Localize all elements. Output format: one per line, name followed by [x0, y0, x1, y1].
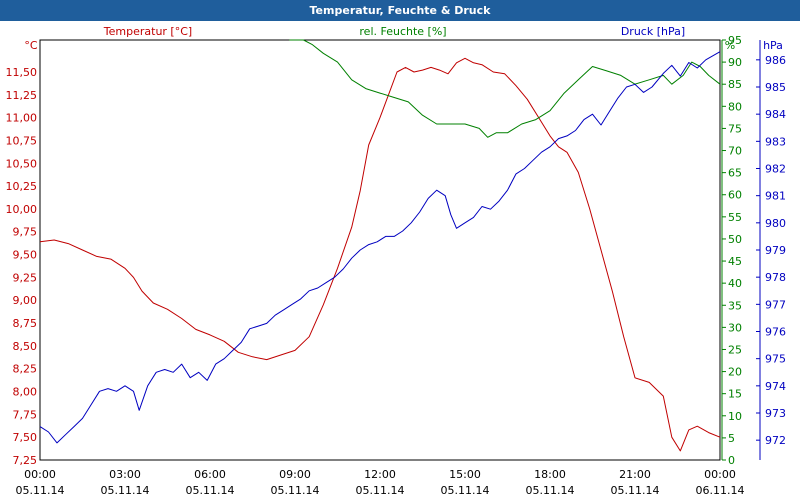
humidity-tick-label: 0 [728, 454, 735, 467]
temp-tick-label: 11,25 [6, 89, 38, 102]
humidity-tick-label: 90 [728, 56, 742, 69]
humidity-tick-label: 60 [728, 189, 742, 202]
temp-tick-label: 7,25 [13, 454, 38, 467]
humidity-tick-label: 25 [728, 343, 742, 356]
pressure-tick-label: 974 [765, 380, 786, 393]
humidity-tick-label: 40 [728, 277, 742, 290]
x-tick-date: 05.11.14 [356, 484, 405, 497]
x-tick-date: 05.11.14 [271, 484, 320, 497]
x-tick-date: 05.11.14 [441, 484, 490, 497]
temp-tick-label: 10,75 [6, 134, 38, 147]
pressure-tick-label: 984 [765, 108, 786, 121]
x-tick-date: 05.11.14 [526, 484, 575, 497]
humidity-tick-label: 95 [728, 34, 742, 47]
humidity-tick-label: 45 [728, 255, 742, 268]
x-tick-time: 18:00 [534, 468, 566, 481]
humidity-tick-label: 50 [728, 233, 742, 246]
humidity-tick-label: 10 [728, 410, 742, 423]
temp-tick-label: 9,50 [13, 249, 38, 262]
temp-tick-label: 9,00 [13, 294, 38, 307]
series-line-humidity [289, 39, 721, 138]
chart-title: Temperatur, Feuchte & Druck [0, 0, 800, 21]
pressure-tick-label: 985 [765, 81, 786, 94]
x-tick-date: 05.11.14 [611, 484, 660, 497]
x-tick-date: 06.11.14 [696, 484, 745, 497]
x-tick-date: 05.11.14 [16, 484, 65, 497]
tick-labels: 00:00 05.11.14 03:00 05.11.14 06:00 05.11.14 0… [6, 34, 787, 497]
temp-tick-label: 9,75 [13, 226, 38, 239]
x-tick-time: 12:00 [364, 468, 396, 481]
axes [39, 39, 761, 461]
temp-tick-label: 8,00 [13, 386, 38, 399]
humidity-axis-title: rel. Feuchte [%] [359, 25, 446, 38]
temp-tick-label: 8,50 [13, 340, 38, 353]
humidity-tick-label: 35 [728, 299, 742, 312]
x-tick-time: 09:00 [279, 468, 311, 481]
humidity-tick-label: 55 [728, 211, 742, 224]
humidity-tick-label: 80 [728, 100, 742, 113]
humidity-tick-label: 70 [728, 145, 742, 158]
humidity-tick-label: 65 [728, 167, 742, 180]
pressure-tick-label: 972 [765, 434, 786, 447]
pressure-tick-label: 978 [765, 271, 786, 284]
temp-tick-label: 7,75 [13, 408, 38, 421]
temp-axis-title: Temperatur [°C] [103, 25, 192, 38]
x-tick-date: 05.11.14 [186, 484, 235, 497]
temp-tick-label: 7,50 [13, 431, 38, 444]
pressure-tick-label: 973 [765, 407, 786, 420]
temp-tick-label: 10,00 [6, 203, 38, 216]
temp-tick-label: 10,25 [6, 180, 38, 193]
pressure-tick-label: 975 [765, 353, 786, 366]
temp-unit-label: °C [24, 39, 38, 52]
temp-tick-label: 8,25 [13, 363, 38, 376]
x-tick-time: 00:00 [704, 468, 736, 481]
pressure-unit-label: hPa [763, 39, 783, 52]
temp-tick-label: 11,50 [6, 66, 38, 79]
pressure-tick-label: 979 [765, 244, 786, 257]
temp-tick-label: 11,00 [6, 112, 38, 125]
x-tick-time: 00:00 [24, 468, 56, 481]
pressure-tick-label: 986 [765, 54, 786, 67]
x-tick-time: 15:00 [449, 468, 481, 481]
plot-frame [39, 39, 721, 461]
humidity-tick-label: 30 [728, 321, 742, 334]
pressure-tick-label: 982 [765, 162, 786, 175]
x-tick-date: 05.11.14 [101, 484, 150, 497]
humidity-tick-label: 20 [728, 366, 742, 379]
pressure-tick-label: 976 [765, 326, 786, 339]
humidity-unit-label: % [725, 39, 735, 52]
series-line-temperature [39, 57, 721, 452]
x-tick-time: 06:00 [194, 468, 226, 481]
humidity-tick-label: 85 [728, 78, 742, 91]
x-tick-time: 03:00 [109, 468, 141, 481]
pressure-tick-label: 977 [765, 298, 786, 311]
pressure-tick-label: 983 [765, 135, 786, 148]
humidity-tick-label: 15 [728, 388, 742, 401]
pressure-axis-title: Druck [hPa] [621, 25, 685, 38]
pressure-tick-label: 981 [765, 190, 786, 203]
temp-tick-label: 10,50 [6, 157, 38, 170]
pressure-tick-label: 980 [765, 217, 786, 230]
axis-labels: °C Temperatur [°C] rel. Feuchte [%] Druc… [24, 25, 783, 52]
x-tick-time: 21:00 [619, 468, 651, 481]
temp-tick-label: 9,25 [13, 271, 38, 284]
humidity-tick-label: 5 [728, 432, 735, 445]
series-line-pressure [39, 51, 721, 444]
temp-tick-label: 8,75 [13, 317, 38, 330]
humidity-tick-label: 75 [728, 122, 742, 135]
series [39, 39, 721, 452]
